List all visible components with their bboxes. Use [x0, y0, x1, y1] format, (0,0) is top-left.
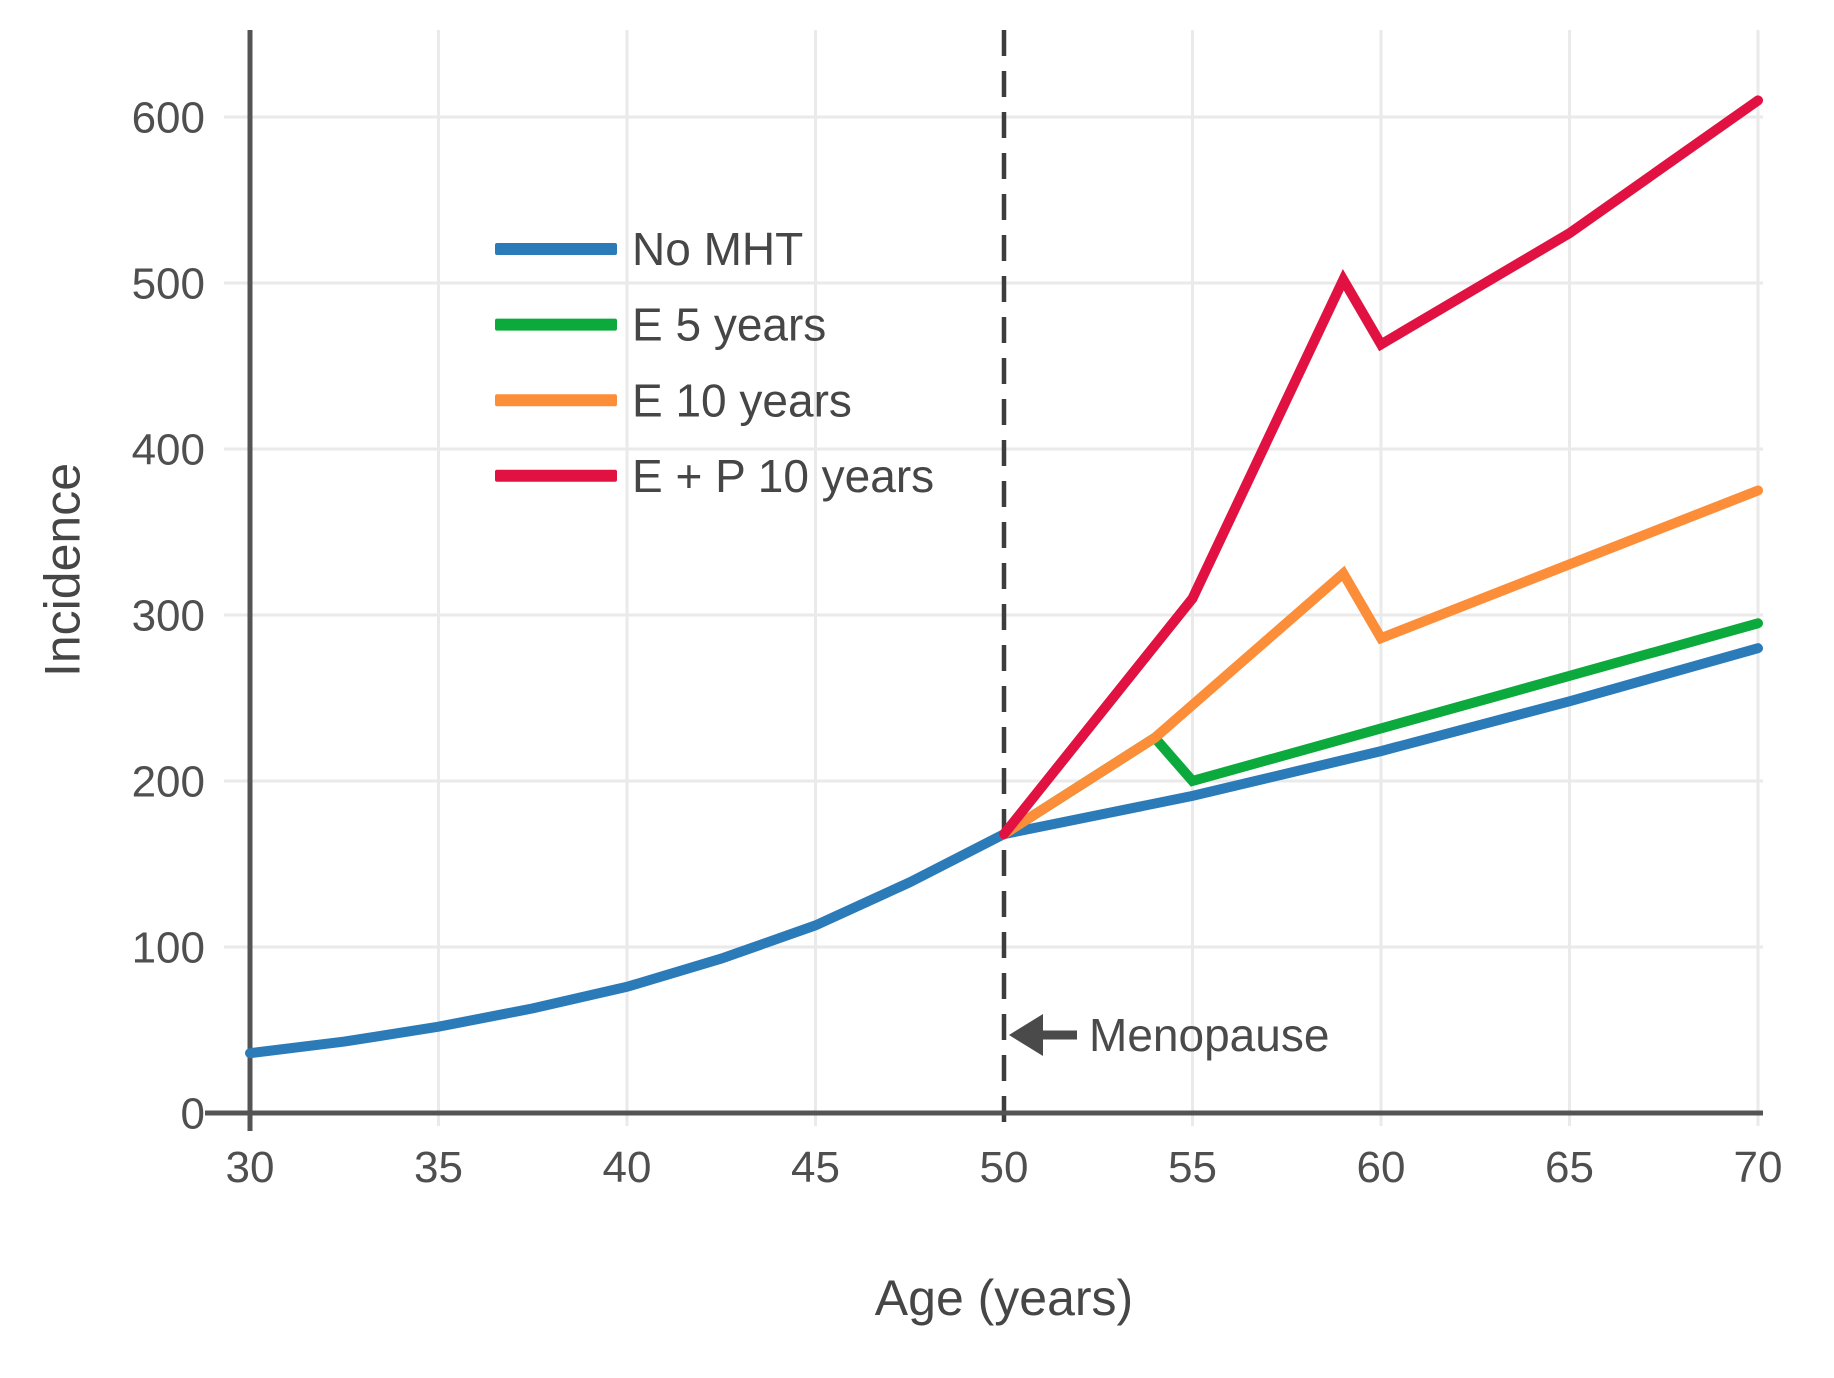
x-tick-label: 40 [603, 1143, 652, 1192]
axis-title-x: Age (years) [875, 1270, 1133, 1326]
x-tick-label: 50 [980, 1143, 1029, 1192]
legend-label-e-5-years: E 5 years [632, 299, 826, 351]
legend-swatch-e-10-years [495, 394, 617, 407]
x-tick-label: 70 [1734, 1143, 1783, 1192]
legend-label-e-10-years: E 10 years [632, 374, 852, 426]
x-tick-label: 30 [226, 1143, 275, 1192]
legend-swatch-no-mht [495, 243, 617, 255]
x-tick-label: 65 [1545, 1143, 1594, 1192]
y-tick-label: 100 [132, 923, 205, 972]
y-tick-label: 600 [132, 93, 205, 142]
x-tick-label: 55 [1168, 1143, 1217, 1192]
legend-label-no-mht: No MHT [632, 223, 803, 275]
y-tick-label: 400 [132, 425, 205, 474]
y-tick-label: 200 [132, 757, 205, 806]
menopause-arrow-head [1009, 1014, 1043, 1056]
x-tick-label: 60 [1357, 1143, 1406, 1192]
legend-label-e-p-10-years: E + P 10 years [632, 450, 934, 502]
menopause-label: Menopause [1089, 1009, 1329, 1061]
series-line-no-mht [245, 643, 1763, 1059]
legend-swatch-e-5-years [495, 318, 617, 331]
series-line-e-10-years [999, 485, 1763, 840]
axis-title-y: Incidence [35, 463, 91, 677]
x-tick-label: 35 [414, 1143, 463, 1192]
series-line-e-p-10-years [999, 95, 1763, 840]
menopause-arrow-tail [1039, 1030, 1077, 1040]
legend-swatch-e-p-10-years [495, 469, 617, 482]
x-tick-label: 45 [791, 1143, 840, 1192]
y-tick-label: 500 [132, 259, 205, 308]
y-tick-label: 0 [181, 1089, 205, 1138]
y-tick-label: 300 [132, 591, 205, 640]
